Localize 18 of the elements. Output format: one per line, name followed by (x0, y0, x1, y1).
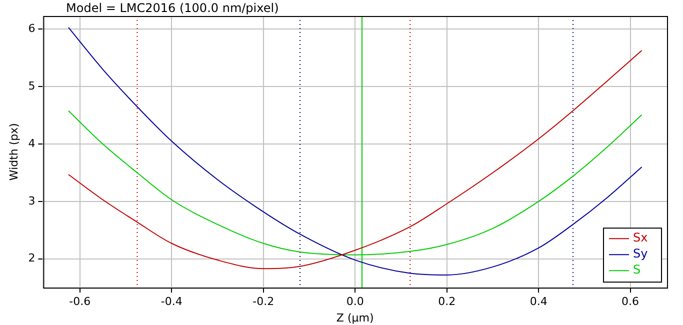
y-tick-label: 5 (28, 79, 36, 92)
x-tick-label: 0.6 (622, 295, 640, 308)
y-tick-label: 4 (28, 136, 36, 150)
y-tick-label: 2 (28, 252, 36, 265)
y-tick-label: 6 (28, 22, 36, 36)
x-tick-label: -0.6 (69, 295, 91, 308)
chart-title: Model = LMC2016 (100.0 nm/pixel) (66, 1, 279, 15)
legend-label: Sx (633, 230, 648, 245)
legend-label: S (633, 262, 641, 277)
x-tick-label: 0.4 (530, 295, 548, 308)
x-tick-label: 0.2 (438, 295, 456, 308)
y-axis-title: Width (px) (7, 123, 20, 181)
y-tick-label: 3 (28, 194, 36, 208)
x-tick-label: -0.4 (160, 295, 182, 308)
x-axis-title: Z (µm) (336, 311, 374, 324)
x-tick-label: 0.0 (346, 295, 364, 308)
legend-label: Sy (633, 246, 648, 261)
x-tick-label: -0.2 (252, 295, 274, 308)
